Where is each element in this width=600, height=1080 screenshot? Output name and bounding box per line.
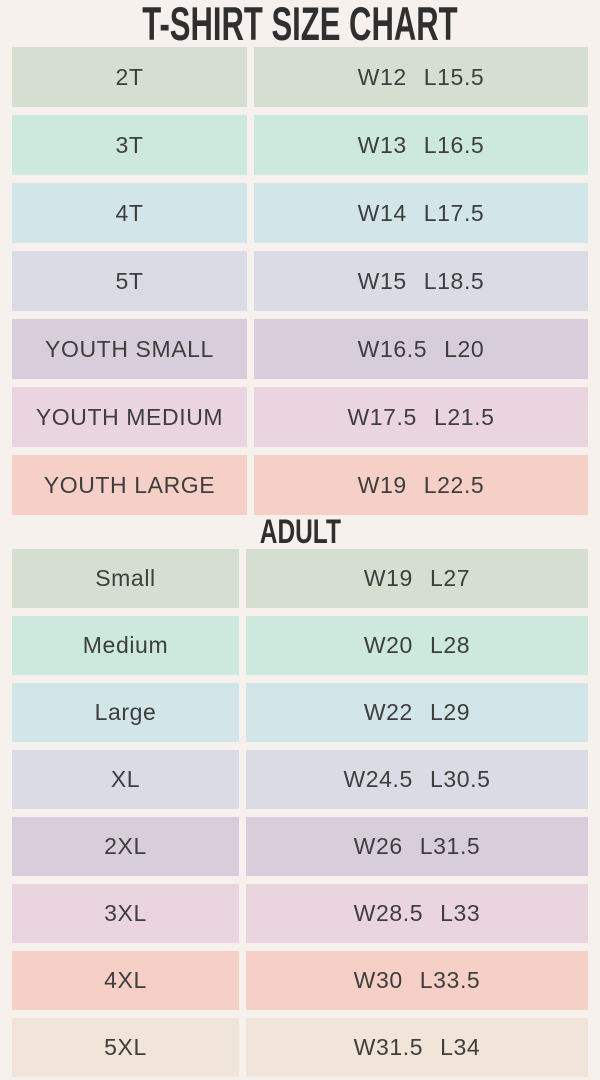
- length-value: L22.5: [423, 471, 485, 498]
- width-value: W19: [357, 471, 407, 498]
- width-value: W30: [353, 967, 403, 993]
- measurement-cell: W28.5 L33: [246, 884, 588, 943]
- length-value: L17.5: [423, 199, 485, 226]
- length-value: L29: [429, 699, 471, 725]
- size-label: 4T: [115, 199, 144, 226]
- adult-size-table: Small W19 L27 Medium W20 L28 Large W22 L29 XL W24.…: [12, 549, 588, 1077]
- length-value: L21.5: [433, 403, 495, 430]
- size-label-cell: YOUTH SMALL: [12, 319, 247, 379]
- width-value: W14: [357, 199, 407, 226]
- size-label-cell: 5T: [12, 251, 247, 311]
- adult-section-header: ADULT: [259, 512, 341, 551]
- title-bar: T-SHIRT SIZE CHART: [0, 0, 600, 50]
- width-value: W15: [357, 267, 407, 294]
- length-value: L20: [444, 335, 485, 362]
- measurement-cell: W14 L17.5: [254, 183, 588, 243]
- size-label: 2XL: [104, 833, 147, 859]
- width-value: W28.5: [353, 900, 424, 926]
- length-value: L18.5: [423, 267, 485, 294]
- length-value: L27: [429, 565, 471, 591]
- size-label-cell: 2XL: [12, 817, 239, 876]
- size-label-cell: YOUTH MEDIUM: [12, 387, 247, 447]
- size-label: YOUTH MEDIUM: [35, 403, 224, 430]
- size-label-cell: XL: [12, 750, 239, 809]
- size-label: YOUTH SMALL: [45, 335, 214, 362]
- width-value: W13: [357, 131, 407, 158]
- width-value: W16.5: [357, 335, 428, 362]
- measurement-cell: W16.5 L20: [254, 319, 588, 379]
- length-value: L15.5: [423, 63, 485, 90]
- measurement-cell: W20 L28: [246, 616, 588, 675]
- size-label: 5T: [115, 267, 144, 294]
- measurement-cell: W30 L33.5: [246, 951, 588, 1010]
- length-value: L30.5: [429, 766, 491, 792]
- youth-size-table: 2T W12 L15.5 3T W13 L16.5 4T W14 L17.5 5T W15 L18.5…: [12, 47, 588, 515]
- page-title: T-SHIRT SIZE CHART: [142, 0, 458, 50]
- size-label: YOUTH LARGE: [43, 471, 216, 498]
- size-label: Medium: [82, 632, 169, 658]
- size-label: Large: [94, 699, 157, 725]
- length-value: L33.5: [419, 967, 481, 993]
- length-value: L28: [429, 632, 471, 658]
- width-value: W24.5: [343, 766, 413, 792]
- size-label: 5XL: [104, 1034, 147, 1060]
- size-label-cell: 3XL: [12, 884, 239, 943]
- width-value: W31.5: [353, 1034, 424, 1060]
- size-label: 4XL: [104, 967, 147, 993]
- length-value: L31.5: [419, 833, 481, 859]
- measurement-cell: W24.5 L30.5: [246, 750, 588, 809]
- measurement-cell: W15 L18.5: [254, 251, 588, 311]
- measurement-cell: W26 L31.5: [246, 817, 588, 876]
- size-label-cell: YOUTH LARGE: [12, 455, 247, 515]
- size-label-cell: 3T: [12, 115, 247, 175]
- adult-section-header-bar: ADULT: [0, 512, 600, 551]
- size-label-cell: Large: [12, 683, 239, 742]
- measurement-cell: W13 L16.5: [254, 115, 588, 175]
- measurement-cell: W19 L27: [246, 549, 588, 608]
- size-label-cell: Small: [12, 549, 239, 608]
- size-label: Small: [95, 565, 156, 591]
- size-label-cell: 4XL: [12, 951, 239, 1010]
- width-value: W12: [357, 63, 407, 90]
- measurement-cell: W31.5 L34: [246, 1018, 588, 1077]
- size-label-cell: 2T: [12, 47, 247, 107]
- length-value: L16.5: [423, 131, 485, 158]
- measurement-cell: W17.5 L21.5: [254, 387, 588, 447]
- size-label: 3XL: [104, 900, 147, 926]
- size-label-cell: Medium: [12, 616, 239, 675]
- size-label: XL: [110, 766, 141, 792]
- size-label: 2T: [115, 63, 144, 90]
- size-label-cell: 5XL: [12, 1018, 239, 1077]
- width-value: W17.5: [347, 403, 417, 430]
- width-value: W22: [363, 699, 413, 725]
- length-value: L33: [440, 900, 481, 926]
- width-value: W20: [363, 632, 413, 658]
- width-value: W19: [363, 565, 413, 591]
- size-label: 3T: [115, 131, 144, 158]
- measurement-cell: W19 L22.5: [254, 455, 588, 515]
- size-label-cell: 4T: [12, 183, 247, 243]
- length-value: L34: [440, 1034, 481, 1060]
- measurement-cell: W12 L15.5: [254, 47, 588, 107]
- width-value: W26: [353, 833, 403, 859]
- measurement-cell: W22 L29: [246, 683, 588, 742]
